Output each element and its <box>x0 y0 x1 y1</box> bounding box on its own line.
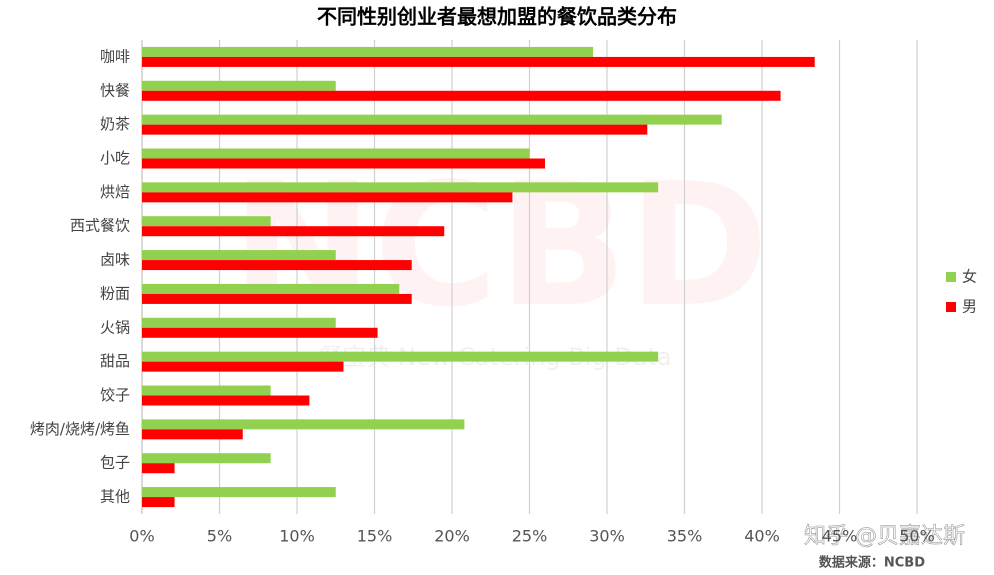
y-tick-label: 奶茶 <box>100 115 130 133</box>
bar <box>142 90 781 101</box>
y-tick-label: 快餐 <box>100 81 130 99</box>
y-tick-label: 饺子 <box>100 386 130 404</box>
bar <box>142 395 310 406</box>
bar <box>142 148 530 159</box>
y-tick-label: 其他 <box>100 488 130 506</box>
bar <box>142 385 271 396</box>
y-tick-label: 粉面 <box>100 284 130 302</box>
legend-swatch <box>946 302 956 312</box>
y-tick-label: 烤肉/烧烤/烤鱼 <box>30 420 130 438</box>
x-tick-label: 0% <box>129 527 154 546</box>
bar <box>142 192 513 203</box>
bar <box>142 429 243 440</box>
source: 数据来源：NCBD <box>819 555 925 571</box>
bar <box>142 260 412 271</box>
watermark: NCBD <box>231 147 769 345</box>
bar <box>142 114 722 125</box>
y-tick-label: 小吃 <box>100 149 130 167</box>
bar <box>142 361 344 372</box>
legend-label: 女 <box>962 268 977 286</box>
bar <box>142 293 412 304</box>
bar <box>142 226 445 237</box>
bar <box>142 351 659 362</box>
x-tick-label: 45% <box>822 527 858 546</box>
bar <box>142 124 648 135</box>
x-tick-label: 50% <box>899 527 935 546</box>
bar <box>142 487 336 498</box>
x-tick-label: 10% <box>279 527 315 546</box>
bar <box>142 56 815 67</box>
bar <box>142 497 175 508</box>
bar <box>142 158 545 169</box>
x-tick-label: 5% <box>207 527 232 546</box>
y-tick-label: 甜品 <box>100 352 130 370</box>
x-tick-label: 35% <box>667 527 703 546</box>
bar <box>142 283 400 294</box>
bar <box>142 182 659 193</box>
y-tick-label: 咖啡 <box>100 47 130 65</box>
bar <box>142 80 336 91</box>
chart-title: 不同性别创业者最想加盟的餐饮品类分布 <box>317 5 677 29</box>
bar <box>142 46 594 57</box>
bar <box>142 250 336 261</box>
bar <box>142 317 336 328</box>
x-tick-label: 40% <box>744 527 780 546</box>
y-tick-label: 西式餐饮 <box>70 217 130 235</box>
y-tick-label: 包子 <box>100 454 130 472</box>
bar <box>142 453 271 464</box>
legend-swatch <box>946 272 956 282</box>
legend-label: 男 <box>962 298 977 316</box>
bar <box>142 463 175 474</box>
bar <box>142 216 271 227</box>
y-tick-label: 卤味 <box>100 251 130 269</box>
x-tick-label: 30% <box>589 527 625 546</box>
bar <box>142 419 465 430</box>
bar <box>142 327 378 338</box>
credit: 知乎 @贝嘉达斯 <box>804 524 965 549</box>
y-tick-label: 烘焙 <box>100 183 130 201</box>
x-tick-label: 25% <box>512 527 548 546</box>
x-tick-label: 20% <box>434 527 470 546</box>
x-tick-label: 15% <box>357 527 393 546</box>
y-tick-label: 火锅 <box>100 318 130 336</box>
